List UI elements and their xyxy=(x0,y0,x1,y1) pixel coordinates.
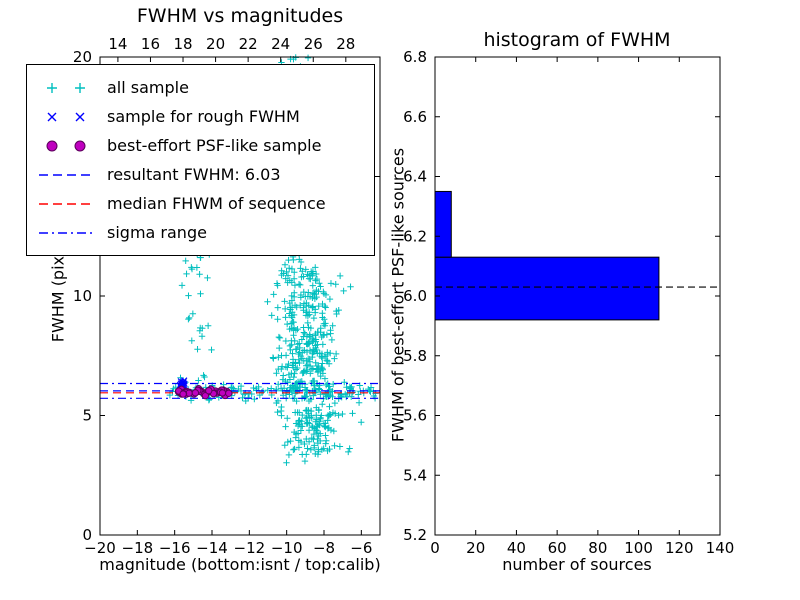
svg-text:5.2: 5.2 xyxy=(403,526,427,544)
dashed-line-icon xyxy=(37,166,95,184)
legend: all sample sample for rough FWHM best-ef… xyxy=(26,64,375,256)
svg-text:5.6: 5.6 xyxy=(403,407,427,425)
svg-text:20: 20 xyxy=(73,48,92,66)
legend-entry: all sample xyxy=(37,73,374,102)
dashdot-line-icon xyxy=(37,224,95,242)
svg-text:−6: −6 xyxy=(350,539,372,557)
svg-text:5.8: 5.8 xyxy=(403,347,427,365)
svg-text:100: 100 xyxy=(624,539,653,557)
svg-text:−8: −8 xyxy=(313,539,335,557)
svg-text:0: 0 xyxy=(82,526,92,544)
svg-text:18: 18 xyxy=(173,35,192,53)
legend-label: all sample xyxy=(107,78,189,97)
svg-text:80: 80 xyxy=(588,539,607,557)
svg-text:40: 40 xyxy=(507,539,526,557)
dashed-line-icon xyxy=(37,195,95,213)
svg-text:140: 140 xyxy=(706,539,735,557)
legend-label: resultant FWHM: 6.03 xyxy=(107,165,281,184)
svg-text:−10: −10 xyxy=(271,539,303,557)
svg-text:6.6: 6.6 xyxy=(403,108,427,126)
svg-text:−12: −12 xyxy=(234,539,266,557)
x-marker-icon xyxy=(37,108,95,126)
svg-text:60: 60 xyxy=(548,539,567,557)
svg-text:−20: −20 xyxy=(84,539,116,557)
svg-text:26: 26 xyxy=(304,35,323,53)
svg-text:10: 10 xyxy=(73,287,92,305)
left-plot-xlabel: magnitude (bottom:isnt / top:calib) xyxy=(99,555,381,574)
svg-text:22: 22 xyxy=(239,35,258,53)
svg-text:−18: −18 xyxy=(122,539,154,557)
circle-marker-icon xyxy=(37,137,95,155)
right-plot-xlabel: number of sources xyxy=(502,555,652,574)
svg-text:20: 20 xyxy=(466,539,485,557)
legend-entry: median FHWM of sequence xyxy=(37,189,374,218)
legend-entry: sample for rough FWHM xyxy=(37,102,374,131)
legend-label: sample for rough FWHM xyxy=(107,107,300,126)
svg-text:16: 16 xyxy=(141,35,160,53)
svg-text:5.4: 5.4 xyxy=(403,466,427,484)
svg-text:28: 28 xyxy=(336,35,355,53)
svg-text:20: 20 xyxy=(206,35,225,53)
svg-text:6.0: 6.0 xyxy=(403,287,427,305)
svg-text:120: 120 xyxy=(665,539,694,557)
right-plot-ylabel: FWHM of best-effort PSF-like sources xyxy=(388,147,408,443)
svg-text:24: 24 xyxy=(271,35,290,53)
left-plot-ylabel: FWHM (pix) xyxy=(48,249,68,343)
right-plot-title: histogram of FWHM xyxy=(483,29,671,51)
legend-label: best-effort PSF-like sample xyxy=(107,136,322,155)
svg-text:6.8: 6.8 xyxy=(403,48,427,66)
svg-text:0: 0 xyxy=(430,539,440,557)
svg-text:6.4: 6.4 xyxy=(403,168,427,186)
legend-label: median FHWM of sequence xyxy=(107,194,326,213)
legend-label: sigma range xyxy=(107,223,207,242)
plus-marker-icon xyxy=(37,79,95,97)
svg-text:14: 14 xyxy=(108,35,127,53)
svg-text:−14: −14 xyxy=(196,539,228,557)
legend-entry: sigma range xyxy=(37,218,374,247)
svg-text:6.2: 6.2 xyxy=(403,227,427,245)
svg-text:−16: −16 xyxy=(159,539,191,557)
left-plot-title: FWHM vs magnitudes xyxy=(136,5,344,27)
legend-entry: best-effort PSF-like sample xyxy=(37,131,374,160)
legend-entry: resultant FWHM: 6.03 xyxy=(37,160,374,189)
svg-text:5: 5 xyxy=(82,407,92,425)
